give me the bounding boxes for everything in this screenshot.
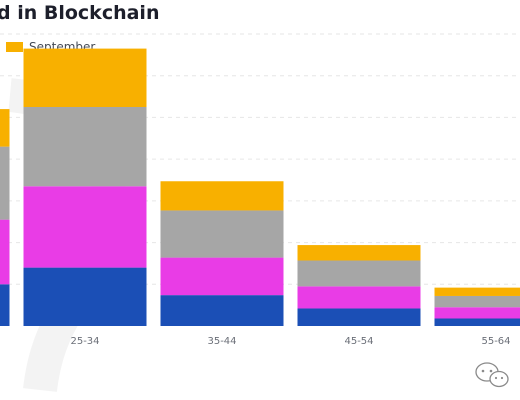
- bar-segment-35-44-series-4: [160, 181, 284, 211]
- x-tick-label: 55-64: [481, 336, 510, 347]
- bar-segment-55-64-series-1: [434, 318, 520, 326]
- bar-segment-55-64-series-4: [434, 287, 520, 296]
- bar-segment-first-series-4: [0, 109, 10, 147]
- bar-segment-45-54-series-2: [297, 286, 421, 309]
- x-tick-labels: 25-34 35-44 45-54 55-64: [70, 336, 510, 347]
- bar-segment-25-34-series-2: [23, 186, 147, 268]
- bar-segment-45-54-series-4: [297, 245, 421, 261]
- bar-segment-55-64-series-2: [434, 307, 520, 319]
- bars: [0, 48, 520, 326]
- bar-segment-35-44-series-2: [160, 257, 284, 296]
- x-tick-label: 25-34: [70, 336, 99, 347]
- bar-segment-first-series-1: [0, 284, 10, 326]
- bar-segment-45-54-series-1: [297, 308, 421, 326]
- bar-segment-first-series-3: [0, 146, 10, 220]
- x-tick-label: 35-44: [207, 336, 236, 347]
- bar-segment-45-54-series-3: [297, 260, 421, 287]
- x-tick-label: 45-54: [344, 336, 373, 347]
- bar-segment-55-64-series-3: [434, 295, 520, 308]
- chart-title: d in Blockchain: [0, 2, 160, 24]
- bar-segment-35-44-series-3: [160, 210, 284, 258]
- legend-swatch-september: [6, 42, 23, 52]
- wechat-icon: [475, 362, 509, 388]
- bar-segment-25-34-series-1: [23, 267, 147, 326]
- bar-segment-35-44-series-1: [160, 295, 284, 326]
- bar-segment-first-series-2: [0, 219, 10, 285]
- bar-segment-25-34-series-3: [23, 107, 147, 187]
- bar-segment-25-34-series-4: [23, 48, 147, 107]
